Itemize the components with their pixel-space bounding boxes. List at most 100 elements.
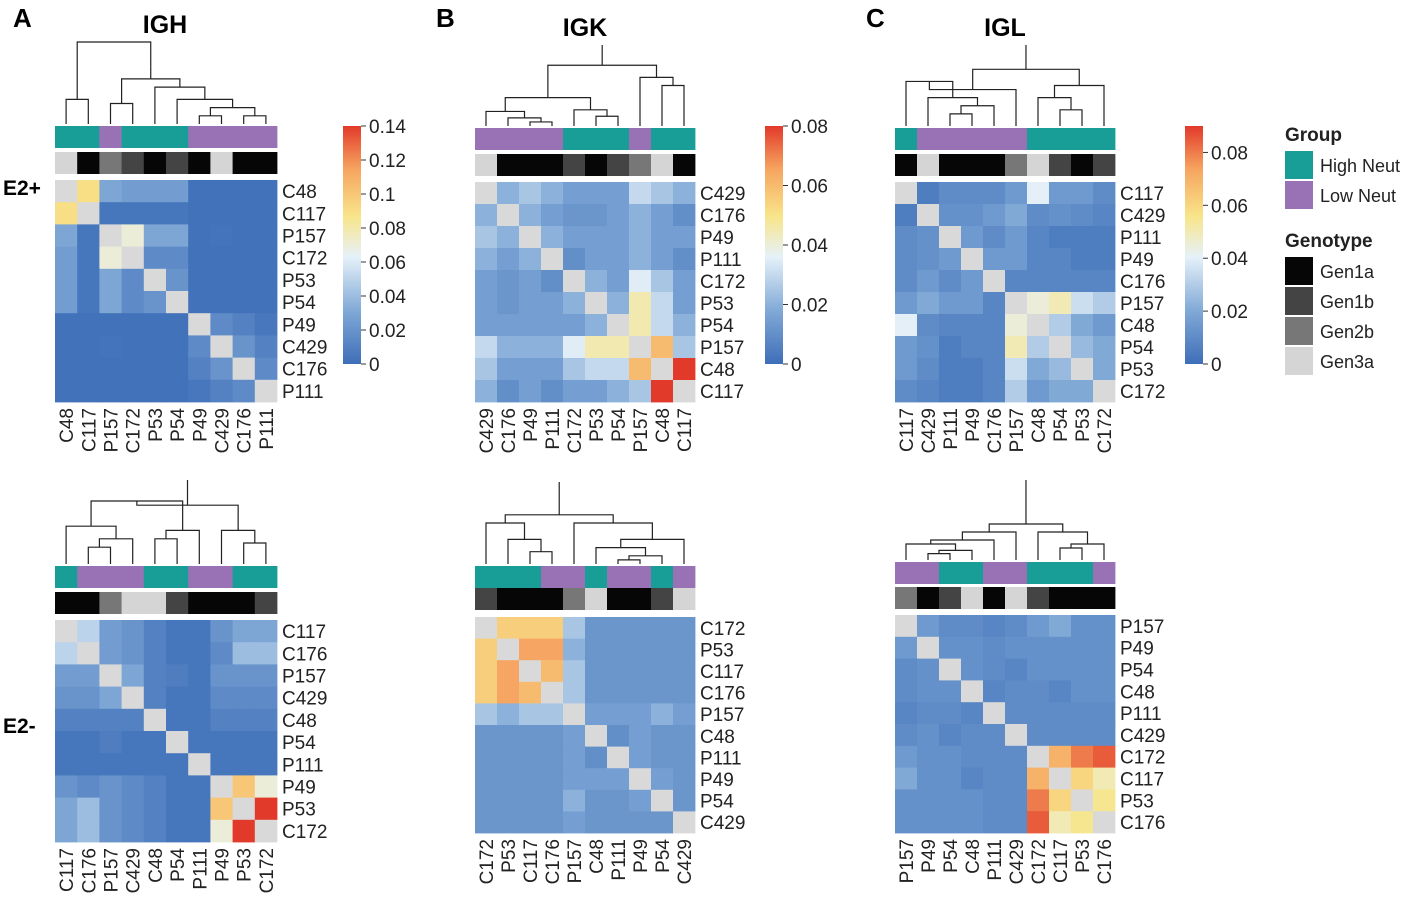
- heatmap-cell: [519, 811, 542, 834]
- heatmap-cell: [1093, 314, 1116, 337]
- heatmap-cell: [961, 767, 984, 790]
- heatmap-cell: [166, 797, 189, 821]
- heatmap-cell: [983, 767, 1006, 790]
- heatmap-cell: [939, 314, 962, 337]
- heatmap-cell: [917, 292, 940, 315]
- heatmap-cell: [77, 797, 100, 821]
- heatmap-cell: [541, 292, 564, 315]
- heatmap-cell: [99, 268, 122, 292]
- heatmap-cell: [519, 358, 542, 381]
- heatmap-cell: [563, 746, 586, 769]
- heatmap-cell: [99, 753, 122, 776]
- heatmap-cell: [541, 270, 564, 293]
- genotype-annotation-cell: [541, 154, 564, 176]
- heatmap-cell: [232, 291, 256, 314]
- column-tick-label: C117: [521, 839, 542, 883]
- column-tick-label: P111: [609, 839, 630, 881]
- heatmap-cell: [607, 226, 630, 249]
- heatmap-cell: [895, 789, 918, 812]
- heatmap-cell: [585, 703, 608, 726]
- heatmap-cell: [143, 620, 167, 643]
- genotype-annotation-cell: [254, 592, 278, 614]
- heatmap-cell: [232, 620, 256, 643]
- heatmap-cell: [673, 703, 696, 726]
- heatmap-cell: [519, 789, 542, 812]
- row-tick-label: P53: [700, 294, 734, 315]
- heatmap-cell: [1027, 811, 1050, 834]
- heatmap-cell: [629, 380, 652, 403]
- colorbar-tick-label: 0.08: [1211, 143, 1248, 164]
- heatmap-cell: [629, 336, 652, 359]
- heatmap-cell: [585, 725, 608, 747]
- colorbar-tick-label: 0.02: [1211, 302, 1248, 323]
- heatmap-cell: [475, 789, 498, 812]
- heatmap-cell: [497, 292, 520, 315]
- heatmap-cell: [121, 753, 145, 776]
- dendrogram-branch: [573, 522, 653, 564]
- dendrogram-branch: [949, 113, 973, 126]
- heatmap-cell: [475, 660, 498, 683]
- genotype-annotation-cell: [121, 592, 145, 614]
- heatmap-cell: [673, 617, 696, 639]
- group-annotation-cell: [232, 566, 256, 588]
- heatmap-cell: [232, 797, 256, 821]
- column-tick-label: C172: [257, 848, 278, 893]
- row-tick-label: C117: [1120, 184, 1164, 205]
- heatmap-cell: [961, 270, 984, 293]
- heatmap-cell: [121, 819, 145, 843]
- heatmap-cell: [121, 224, 145, 247]
- column-tick-label: C429: [675, 839, 696, 884]
- heatmap-cell: [475, 681, 498, 704]
- column-tick-label: P49: [963, 408, 984, 442]
- heatmap-cell: [541, 703, 564, 726]
- heatmap-cell: [607, 380, 630, 403]
- genotype-annotation-cell: [99, 152, 122, 174]
- heatmap-cell: [77, 620, 100, 643]
- heatmap-cell: [607, 292, 630, 315]
- heatmap-cell: [607, 204, 630, 227]
- group-annotation-cell: [961, 128, 984, 150]
- dendrogram-branch: [1053, 84, 1105, 126]
- group-annotation-cell: [121, 126, 145, 148]
- dendrogram-branch: [76, 41, 152, 100]
- genotype-annotation-cell: [939, 587, 962, 609]
- heatmap-cell: [895, 292, 918, 315]
- genotype-annotation-cell: [917, 154, 940, 176]
- heatmap-cell: [143, 313, 167, 336]
- heatmap-cell: [651, 681, 674, 704]
- heatmap-cell: [166, 335, 189, 358]
- heatmap-cell: [121, 642, 145, 665]
- heatmap-cell: [210, 180, 233, 203]
- heatmap-cell: [143, 379, 167, 403]
- row-tick-label: C429: [1120, 206, 1165, 227]
- heatmap-cell: [939, 226, 962, 249]
- row-tick-label: C429: [282, 689, 327, 710]
- column-tick-label: C117: [897, 408, 918, 452]
- colorbar-tick-label: 0: [1211, 355, 1222, 376]
- heatmap-cell: [99, 775, 122, 798]
- row-tick-label: P53: [282, 800, 316, 821]
- heatmap-cell: [188, 753, 211, 776]
- heatmap-cell: [1093, 702, 1116, 725]
- heatmap-cell: [166, 246, 189, 270]
- heatmap-cell: [629, 292, 652, 315]
- heatmap-cell: [917, 615, 940, 638]
- genotype-annotation-cell: [210, 152, 233, 174]
- heatmap-cell: [1027, 380, 1050, 403]
- heatmap-cell: [541, 380, 564, 403]
- row-tick-label: P157: [700, 705, 744, 726]
- heatmap-panel-igk-e2plus: C429C176P49P111C172P53P54P157C48C117C429…: [475, 45, 745, 453]
- heatmap-cell: [1093, 336, 1116, 359]
- heatmap-cell: [895, 767, 918, 790]
- heatmap-cell: [673, 248, 696, 271]
- colorbar-tick-label: 0: [369, 355, 380, 376]
- heatmap-cell: [563, 789, 586, 812]
- row-tick-label: P111: [700, 748, 742, 769]
- heatmap-cell: [1005, 204, 1028, 227]
- heatmap-cell: [1049, 248, 1072, 271]
- heatmap-cell: [188, 268, 211, 292]
- heatmap-cell: [1093, 182, 1116, 205]
- group-annotation-cell: [188, 566, 211, 588]
- heatmap-cell: [673, 380, 696, 403]
- heatmap-cell: [917, 789, 940, 812]
